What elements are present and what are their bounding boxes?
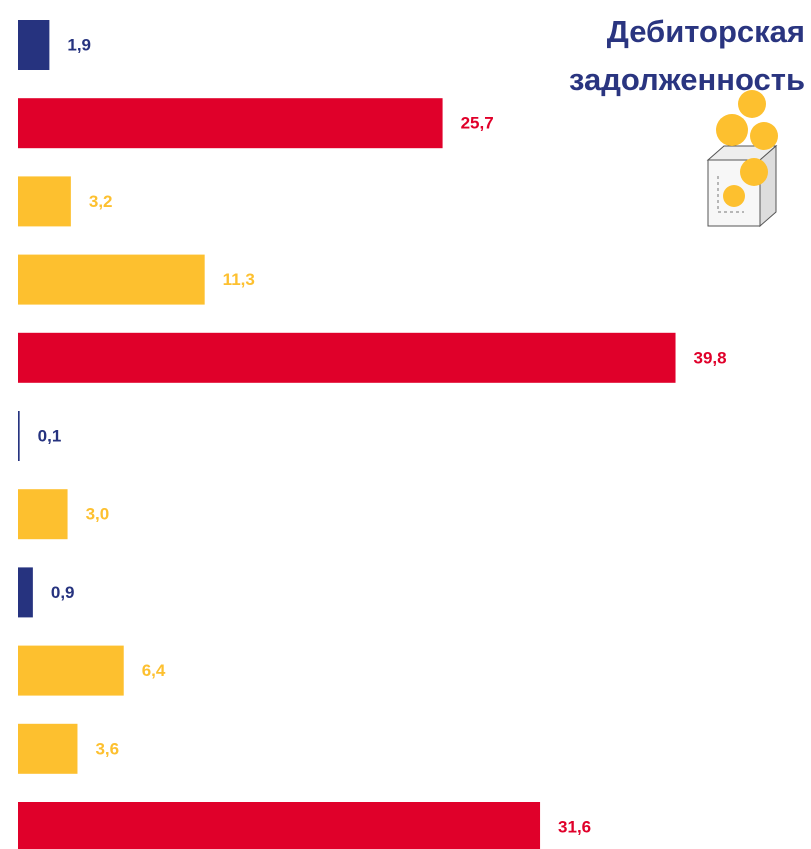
value-label: 25,7: [461, 114, 494, 133]
bar: [18, 255, 205, 305]
bar: [18, 567, 33, 617]
bar: [18, 333, 676, 383]
bar: [18, 646, 124, 696]
bar: [18, 20, 49, 70]
value-label: 3,2: [89, 192, 113, 211]
bar: [18, 802, 540, 849]
value-label: 0,9: [51, 583, 75, 602]
value-label: 0,1: [38, 426, 62, 445]
bar: [18, 98, 443, 148]
value-label: 1,9: [67, 35, 91, 54]
value-label: 39,8: [694, 348, 727, 367]
value-label: 3,6: [95, 739, 119, 758]
value-label: 3,0: [86, 505, 110, 524]
chart: 1,9 25,7 3,2 11,3 39,8 0,1 3,0 0,9 6,4 3,6 31,6: [0, 0, 811, 849]
bar: [18, 724, 77, 774]
coin-box-icon: [708, 90, 778, 226]
page: 1,9 25,7 3,2 11,3 39,8 0,1 3,0 0,9 6,4 3,6 31,6 Де…: [0, 0, 811, 849]
bar: [18, 489, 68, 539]
value-label: 31,6: [558, 817, 591, 836]
value-label: 6,4: [142, 661, 166, 680]
bar: [18, 176, 71, 226]
bar: [18, 411, 20, 461]
chart-title: Дебиторская задолженность: [475, 8, 805, 104]
value-label: 11,3: [223, 270, 255, 289]
